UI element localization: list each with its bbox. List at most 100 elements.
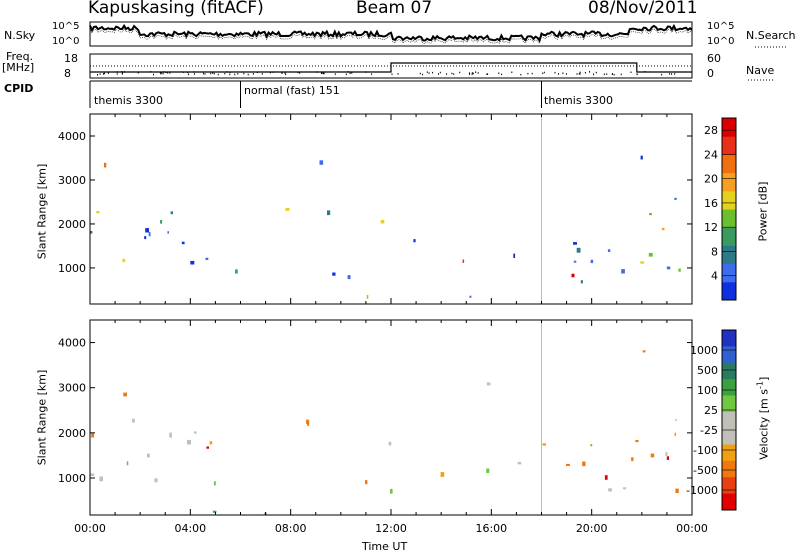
data-cell [285,207,290,211]
nsky-label: N.Sky [4,29,36,42]
power-colorbar-cell [722,154,736,174]
data-cell [235,269,238,274]
velocity-colorbar-tick-label: -1000 [686,484,718,497]
data-cell [307,420,310,426]
freq-dot [237,73,239,75]
velocity-colorbar-frame [721,329,737,511]
y-tick-label: 1000 [58,262,86,275]
freq-dot [183,71,185,73]
nsearch-line [89,28,693,45]
data-cell [194,431,197,434]
velocity-colorbar-cell [722,444,736,462]
freq-dot [212,72,214,74]
data-cell [674,432,677,436]
y-tick-label: 2000 [58,218,86,231]
power-colorbar-cell [722,190,736,210]
data-cell [631,457,634,462]
freq-dot [169,72,171,74]
freq-dot [438,73,439,75]
freq-dot [252,73,254,75]
data-cell [90,231,93,234]
data-cell [621,269,625,274]
data-cell [462,259,465,263]
data-cell [319,160,324,165]
data-cell [181,241,185,245]
data-cell [665,452,668,456]
freq-dot [204,73,206,75]
freq-dot [234,73,236,76]
freq-dot [661,73,663,76]
power-colorbar-cell [722,227,736,246]
freq-dot [194,73,195,75]
data-cell [388,441,392,446]
data-cell [380,219,385,224]
data-cell [327,210,331,216]
x-tick-label: 08:00 [275,522,307,535]
data-cell [144,236,147,240]
y-tick-label: 3000 [58,382,86,395]
data-cell [640,155,643,160]
freq-dot [498,72,500,74]
freq-dot [167,72,169,74]
freq-dot [613,73,615,76]
data-cell [573,242,577,245]
power-colorbar-tick-label: 4 [711,270,718,283]
data-cell [122,258,126,263]
velocity-colorbar-cell [722,493,736,511]
nave-label: Nave [746,64,775,77]
freq-dot [281,72,283,74]
data-cell [440,472,445,477]
data-cell [571,273,575,278]
freq-dot [193,71,195,73]
data-cell [566,463,570,466]
velocity-colorbar-cell [722,346,736,364]
freq-dot [153,73,154,76]
freq-dot [562,72,564,74]
data-cell [190,260,195,265]
velocity-colorbar-tick-label: 25 [704,404,718,417]
power-colorbar-tick-label: 20 [704,173,718,186]
freq-dot [611,73,613,75]
data-cell [576,247,581,253]
power-colorbar-tick-label: 12 [704,221,718,234]
freq-dot [543,71,545,74]
freq-dot [187,71,189,74]
nave-tick-low: 0 [707,67,714,80]
freq-dot [477,72,479,74]
freq-dot [116,71,118,73]
data-cell [126,461,129,466]
freq-dot [160,72,162,75]
freq-dot [487,73,489,75]
data-cell [209,441,213,445]
freq-dot [217,73,219,76]
freq-dot [593,73,595,76]
data-cell [96,211,100,214]
velocity-colorbar-tick-label: 1000 [690,344,718,357]
data-cell [206,446,209,449]
data-cell [366,295,369,299]
freq-dot [347,71,349,73]
freq-dot [159,71,161,74]
panel-background [90,114,692,304]
power-colorbar-cell [722,281,736,301]
freq-dot [565,73,567,75]
freq-dot [397,73,399,75]
freq-dot [116,73,118,75]
xlabel: Time UT [362,540,408,553]
nsearch-tick-low: 10^0 [707,36,735,47]
freq-dot [468,72,470,74]
velocity-colorbar-cell [722,362,736,380]
data-cell [332,272,336,276]
freq-dot [226,71,228,73]
freq-dot [439,71,441,74]
data-cell [590,444,593,447]
data-cell [666,266,671,270]
y-tick-label: 3000 [58,174,86,187]
freq-dot [595,71,597,74]
freq-dot [247,73,249,76]
freq-dot [104,72,106,75]
freq-dot [165,71,167,73]
data-cell [661,227,665,231]
